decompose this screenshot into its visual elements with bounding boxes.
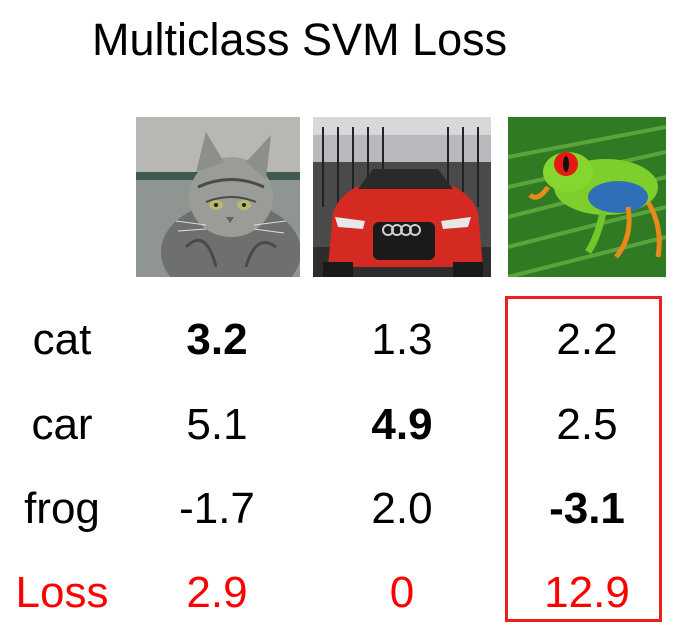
score-cat-frog: -1.7 — [179, 484, 255, 533]
loss-cat: 2.9 — [186, 568, 248, 617]
car-image — [313, 117, 491, 277]
score-frog-frog: -3.1 — [549, 484, 625, 533]
frog-image — [508, 117, 666, 277]
row-label-cat: cat — [32, 315, 92, 364]
row-label-frog: frog — [24, 484, 100, 533]
row-label-car: car — [31, 400, 93, 449]
score-frog-car: 2.5 — [556, 400, 618, 449]
loss-frog: 12.9 — [544, 568, 630, 617]
frog-column-highlight — [505, 296, 662, 622]
score-frog-cat: 2.2 — [556, 315, 618, 364]
score-cat-cat: 3.2 — [186, 315, 248, 364]
score-cat-car: 5.1 — [186, 400, 248, 449]
loss-car: 0 — [389, 568, 415, 617]
score-car-frog: 2.0 — [371, 484, 433, 533]
score-car-cat: 1.3 — [371, 315, 433, 364]
row-label-loss: Loss — [15, 568, 109, 617]
score-car-car: 4.9 — [371, 400, 433, 449]
cat-image — [136, 117, 300, 277]
slide-title: Multiclass SVM Loss — [92, 14, 508, 65]
